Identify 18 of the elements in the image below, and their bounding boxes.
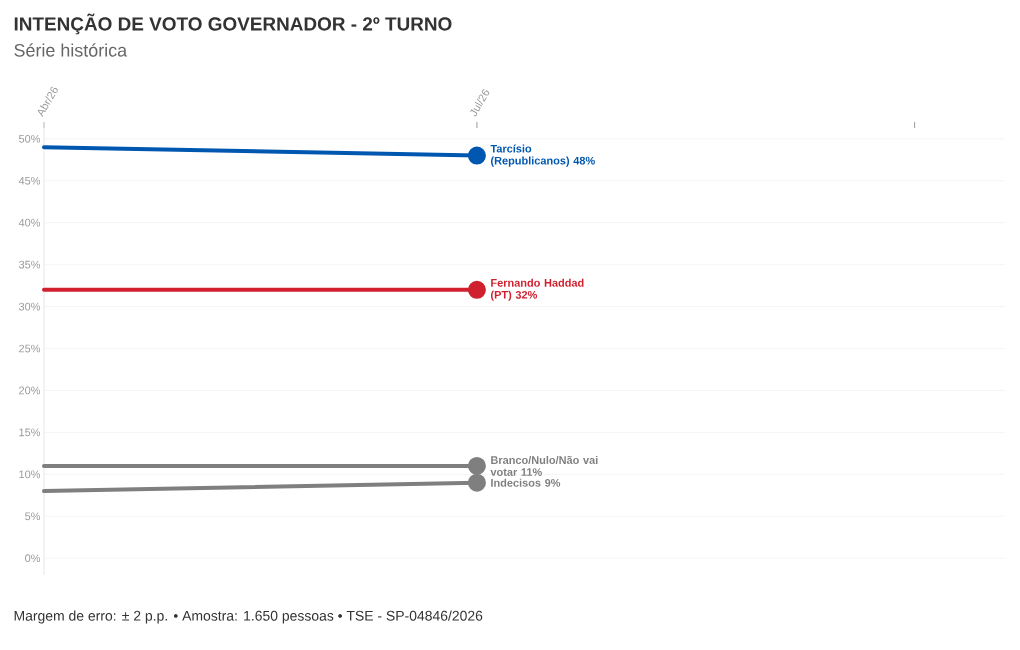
series-label: Fernando Haddad (PT) 32% <box>491 278 584 301</box>
series-label: Branco/Nulo/Não vai votar 11% <box>490 455 598 476</box>
y-tick-label: 10% <box>19 470 41 479</box>
y-tick-label: 50% <box>18 134 41 143</box>
series-label: Indecisos 9% <box>491 478 561 487</box>
chart-subtitle: Série histórica <box>14 43 128 57</box>
y-tick-label: 45% <box>18 176 41 185</box>
series-label: Tarcísio (Republicanos) 48% <box>490 144 595 167</box>
y-tick-label: 25% <box>19 344 41 353</box>
y-tick-label: 0% <box>25 554 41 563</box>
y-tick-label: 40% <box>18 218 41 227</box>
y-tick-label: 30% <box>18 302 41 311</box>
chart-title: INTENÇÃO DE VOTO GOVERNADOR - 2º TURNO <box>14 13 452 35</box>
y-tick-label: 35% <box>18 260 41 269</box>
y-tick-label: 20% <box>19 386 41 395</box>
y-tick-label: 15% <box>19 428 41 437</box>
text: Margem de erro: ± 2 p.p. • Amostra: 1.650 pessoas • TSE - SP-04846/2026 <box>14 610 483 624</box>
y-tick-label: 5% <box>25 512 41 521</box>
